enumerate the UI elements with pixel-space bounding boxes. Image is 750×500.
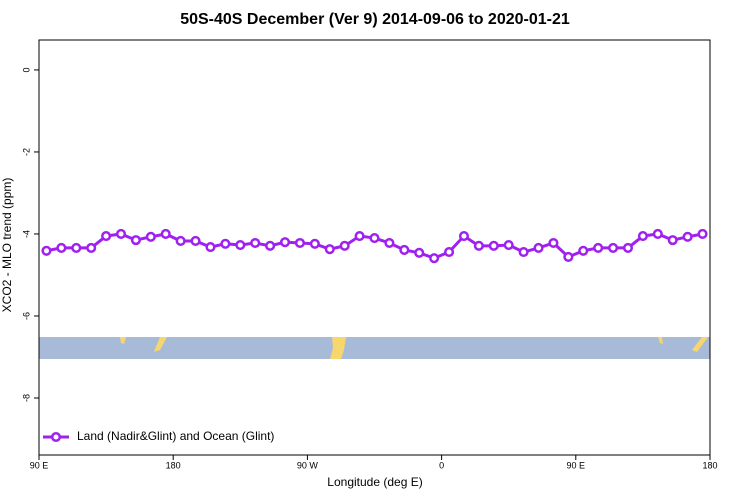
land-ocean-strip bbox=[39, 337, 710, 359]
point bbox=[458, 230, 470, 242]
y-axis-label: XCO2 - MLO trend (ppm) bbox=[0, 178, 14, 313]
y-tick-label: -8 bbox=[21, 394, 31, 402]
point bbox=[265, 240, 276, 251]
point bbox=[563, 251, 574, 262]
point bbox=[682, 231, 693, 242]
x-axis-label: Longitude (deg E) bbox=[327, 475, 422, 489]
point bbox=[384, 237, 395, 249]
y-tick-label: 0 bbox=[21, 67, 31, 72]
point bbox=[697, 228, 708, 240]
point bbox=[637, 230, 648, 242]
point bbox=[205, 242, 216, 253]
point bbox=[444, 246, 455, 258]
plot-frame bbox=[38, 39, 711, 456]
point bbox=[324, 244, 335, 255]
x-tick-label: 180 bbox=[702, 460, 717, 470]
point bbox=[593, 242, 604, 253]
point bbox=[414, 247, 425, 258]
x-tick-label: 90 W bbox=[297, 460, 319, 470]
legend-marker bbox=[50, 431, 62, 443]
point bbox=[622, 242, 634, 253]
y-tick-label: -6 bbox=[21, 312, 31, 320]
point bbox=[488, 240, 499, 251]
point bbox=[533, 242, 544, 253]
point bbox=[86, 242, 97, 253]
point bbox=[190, 235, 201, 246]
point bbox=[175, 235, 186, 246]
point bbox=[250, 237, 261, 249]
point bbox=[56, 242, 67, 253]
point bbox=[608, 242, 619, 253]
point bbox=[279, 237, 291, 248]
point bbox=[160, 228, 171, 240]
x-tick-label: 90 E bbox=[567, 460, 586, 470]
y-tick-label: -2 bbox=[21, 148, 31, 156]
point bbox=[145, 231, 156, 242]
point bbox=[578, 245, 589, 256]
point bbox=[339, 240, 350, 251]
point bbox=[369, 233, 380, 244]
x-tick-label: 90 E bbox=[30, 460, 49, 470]
point bbox=[354, 230, 365, 242]
point bbox=[309, 238, 320, 249]
point bbox=[41, 245, 52, 256]
point bbox=[399, 244, 410, 256]
point bbox=[101, 230, 112, 242]
legend-label: Land (Nadir&Glint) and Ocean (Glint) bbox=[77, 429, 274, 443]
x-tick-label: 0 bbox=[439, 460, 444, 470]
point bbox=[115, 228, 127, 240]
point bbox=[548, 237, 559, 249]
point bbox=[473, 240, 484, 251]
y-tick-label: -4 bbox=[21, 230, 31, 238]
point bbox=[71, 242, 82, 253]
x-tick-label: 180 bbox=[166, 460, 181, 470]
point bbox=[220, 238, 231, 249]
chart-title: 50S-40S December (Ver 9) 2014-09-06 to 2… bbox=[180, 11, 570, 28]
point bbox=[130, 235, 141, 246]
point bbox=[429, 253, 440, 264]
point bbox=[652, 228, 663, 240]
point bbox=[503, 239, 514, 251]
point bbox=[294, 237, 305, 249]
point bbox=[667, 235, 678, 246]
point bbox=[518, 246, 529, 258]
point bbox=[235, 239, 246, 251]
